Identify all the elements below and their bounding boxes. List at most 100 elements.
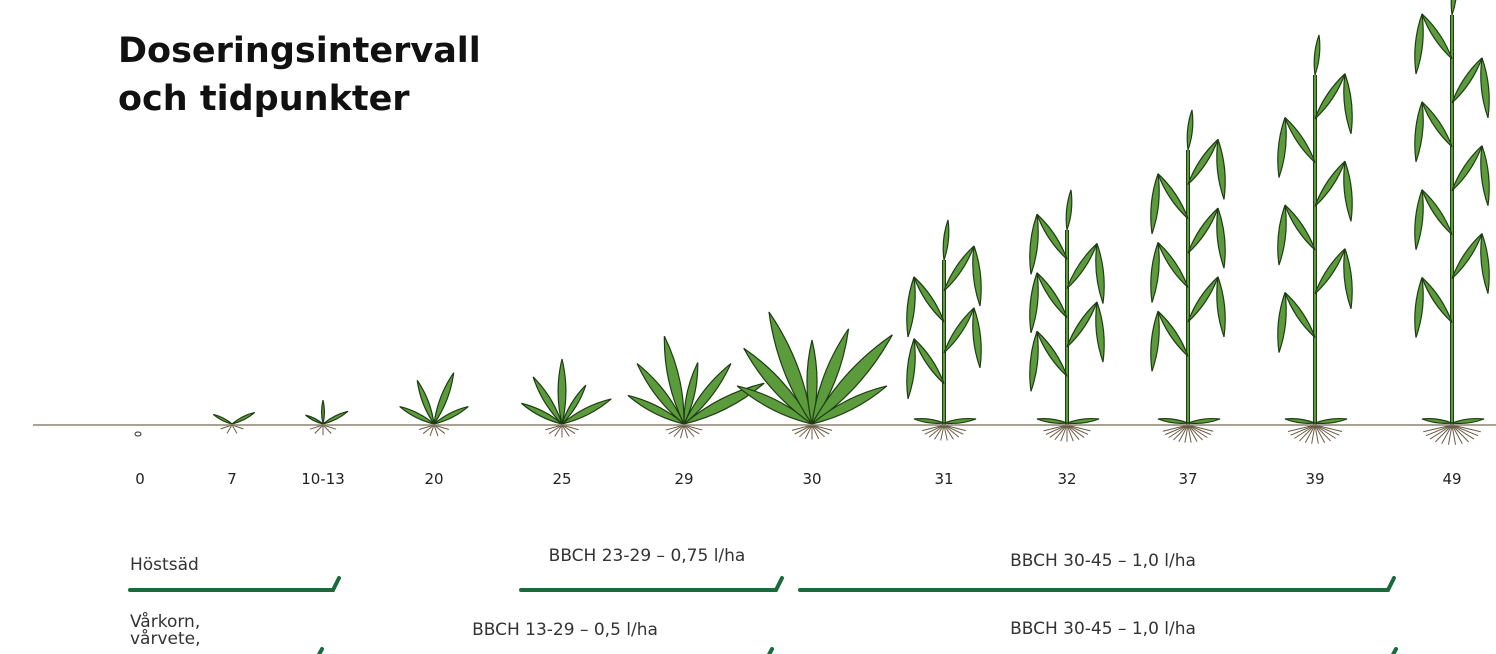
root xyxy=(1066,424,1089,435)
leaf xyxy=(1451,145,1483,192)
root xyxy=(1168,424,1189,439)
leaf xyxy=(1095,243,1105,304)
leaf xyxy=(1157,173,1189,220)
root xyxy=(804,424,813,440)
leaf xyxy=(1284,204,1316,251)
leaf xyxy=(1284,292,1316,338)
leaf xyxy=(1066,301,1098,348)
leaf xyxy=(1314,248,1346,295)
root xyxy=(924,424,945,435)
root xyxy=(1187,424,1212,436)
root xyxy=(1184,424,1189,443)
leaf xyxy=(1414,13,1424,75)
root xyxy=(1290,424,1316,436)
root xyxy=(1451,424,1475,440)
leaf xyxy=(943,307,975,354)
root xyxy=(561,424,579,431)
root xyxy=(1423,424,1453,433)
root xyxy=(940,424,945,441)
crop-label: Vårkorn, xyxy=(130,611,200,632)
leaf xyxy=(811,385,888,425)
leaf xyxy=(972,245,982,307)
root xyxy=(811,424,820,440)
leaf xyxy=(1421,189,1453,236)
leaf xyxy=(811,334,893,425)
leaf xyxy=(561,384,587,425)
root xyxy=(791,424,813,431)
root xyxy=(943,424,966,432)
leaf xyxy=(913,418,945,424)
leaf xyxy=(1414,277,1424,338)
leaf xyxy=(1150,173,1160,234)
root xyxy=(683,424,703,431)
root xyxy=(1043,424,1068,432)
root xyxy=(1314,424,1331,442)
leaf xyxy=(1187,207,1219,254)
leaf xyxy=(1414,101,1424,162)
root xyxy=(433,424,439,437)
leaf xyxy=(231,411,256,425)
crop-label: Höstsäd xyxy=(130,555,199,575)
stage-label: 7 xyxy=(227,470,237,488)
interval-bar xyxy=(519,576,784,592)
leaf xyxy=(1187,276,1219,323)
root xyxy=(1425,424,1453,437)
leaf xyxy=(433,405,469,425)
leaf xyxy=(1284,418,1316,424)
root xyxy=(1314,424,1340,436)
root xyxy=(665,424,685,431)
root xyxy=(1447,424,1453,445)
leaf xyxy=(768,311,813,425)
interval-bar xyxy=(128,576,341,592)
root xyxy=(1187,424,1208,439)
root xyxy=(1435,424,1453,443)
root xyxy=(1451,424,1463,445)
leaf xyxy=(1036,213,1068,260)
root xyxy=(433,424,446,434)
leaf xyxy=(1314,417,1348,425)
leaf xyxy=(1313,34,1321,76)
root xyxy=(1314,424,1336,439)
leaf xyxy=(1157,242,1189,288)
root xyxy=(561,424,570,437)
interval-bar xyxy=(1390,647,1398,654)
leaf xyxy=(561,398,612,425)
leaf xyxy=(416,380,435,425)
leaf xyxy=(1157,418,1189,424)
root xyxy=(922,424,945,432)
stage-label: 10-13 xyxy=(301,470,345,488)
leaf xyxy=(942,219,950,261)
leaf xyxy=(943,417,977,425)
leaf xyxy=(1066,417,1100,425)
root xyxy=(811,424,830,435)
leaf xyxy=(1277,292,1287,353)
leaf xyxy=(1421,277,1453,323)
leaf xyxy=(1187,417,1221,425)
root xyxy=(1451,424,1481,433)
root xyxy=(1049,424,1068,438)
leaf xyxy=(212,413,233,425)
interval-bar xyxy=(316,647,324,654)
root xyxy=(683,424,695,438)
root xyxy=(1187,424,1203,441)
leaf xyxy=(521,402,563,425)
root xyxy=(1187,424,1198,442)
root xyxy=(1314,424,1319,444)
root xyxy=(1164,424,1189,436)
leaf xyxy=(532,376,563,425)
root xyxy=(943,424,954,440)
stage-label: 20 xyxy=(424,470,443,488)
leaf xyxy=(1029,272,1039,333)
leaf xyxy=(913,276,945,323)
leaf xyxy=(1216,207,1226,269)
leaf xyxy=(1480,233,1490,294)
leaf xyxy=(1450,0,1457,16)
root xyxy=(1287,424,1316,432)
leaf xyxy=(972,307,982,369)
stage-label: 29 xyxy=(674,470,693,488)
leaf xyxy=(320,400,326,425)
root xyxy=(811,424,833,431)
root xyxy=(429,424,435,437)
stage-label: 49 xyxy=(1442,470,1461,488)
